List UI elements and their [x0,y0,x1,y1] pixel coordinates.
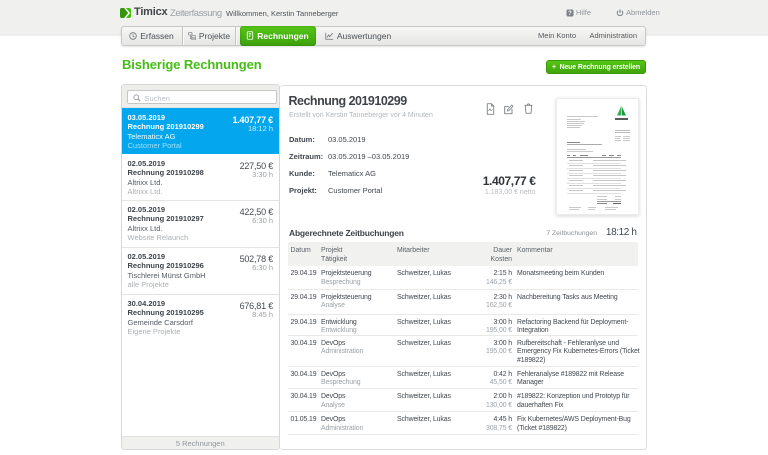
svg-text:?: ? [568,11,572,17]
